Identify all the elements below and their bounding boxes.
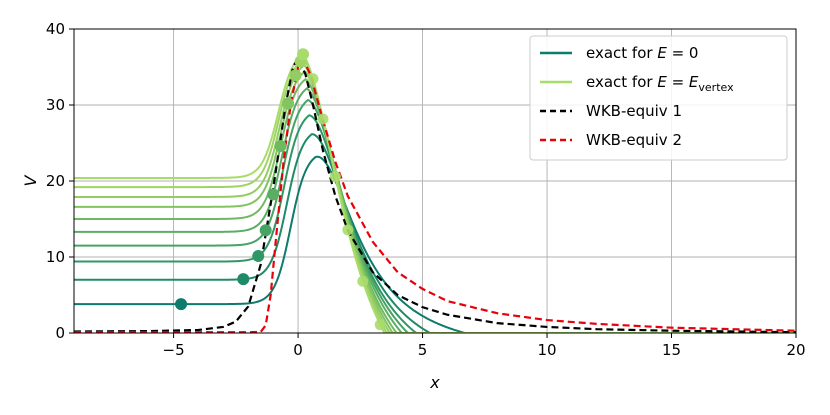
markers xyxy=(175,48,428,390)
flank-marker xyxy=(342,224,354,236)
legend-label-2: WKB-equiv 1 xyxy=(586,102,682,120)
flank-marker xyxy=(317,113,329,125)
curve-marker-2 xyxy=(252,250,265,263)
x-tick-label: 0 xyxy=(293,341,303,359)
exact-curve-2 xyxy=(74,114,795,333)
legend-label-0: exact for E = 0 xyxy=(586,44,698,62)
curve-marker-7 xyxy=(289,69,302,82)
curve-marker-0 xyxy=(175,298,188,311)
exact-curve-9 xyxy=(74,52,795,333)
curves xyxy=(74,52,796,333)
x-tick-label: 5 xyxy=(418,341,428,359)
exact-curve-6 xyxy=(74,70,795,333)
exact-curve-4 xyxy=(74,87,795,333)
y-tick-label: 40 xyxy=(46,20,65,38)
legend-box xyxy=(529,35,788,161)
y-tick-label: 30 xyxy=(46,96,65,114)
exact-curve-7 xyxy=(74,63,795,333)
x-tick-label: 10 xyxy=(537,341,556,359)
curve-marker-9 xyxy=(297,48,310,61)
x-tick-label: −5 xyxy=(163,341,185,359)
exact-curve-1 xyxy=(74,133,795,333)
legend: exact for E = 0 exact for E = Evertex WKB-… xyxy=(529,35,788,161)
exact-curve-5 xyxy=(74,77,795,333)
exact-curve-0 xyxy=(74,155,795,333)
flank-marker xyxy=(357,275,369,287)
flank-marker xyxy=(417,379,428,390)
curve-marker-3 xyxy=(259,224,272,237)
flank-marker xyxy=(307,73,319,85)
legend-label-3: WKB-equiv 2 xyxy=(586,131,682,149)
curve-marker-5 xyxy=(274,140,287,153)
curve-marker-6 xyxy=(282,97,295,110)
ticks: −5 0 5 10 15 20 0 10 20 30 40 xyxy=(46,20,806,359)
wkb-series-2 xyxy=(74,58,796,333)
exact-curve-8 xyxy=(74,58,795,333)
flank-marker xyxy=(374,319,386,331)
legend-label-1: exact for E = Evertex xyxy=(586,73,734,94)
y-axis-label: V xyxy=(21,174,40,186)
x-tick-label: 20 xyxy=(786,341,805,359)
x-tick-label: 15 xyxy=(662,341,681,359)
y-tick-label: 10 xyxy=(46,248,65,266)
curve-marker-4 xyxy=(267,188,280,201)
x-axis-label: x xyxy=(429,373,440,392)
curve-marker-1 xyxy=(237,273,250,286)
wkb-series-1 xyxy=(74,56,796,333)
y-tick-label: 0 xyxy=(55,324,65,342)
y-tick-label: 20 xyxy=(46,172,65,190)
exact-curve-3 xyxy=(74,98,795,333)
flank-marker xyxy=(329,171,341,183)
